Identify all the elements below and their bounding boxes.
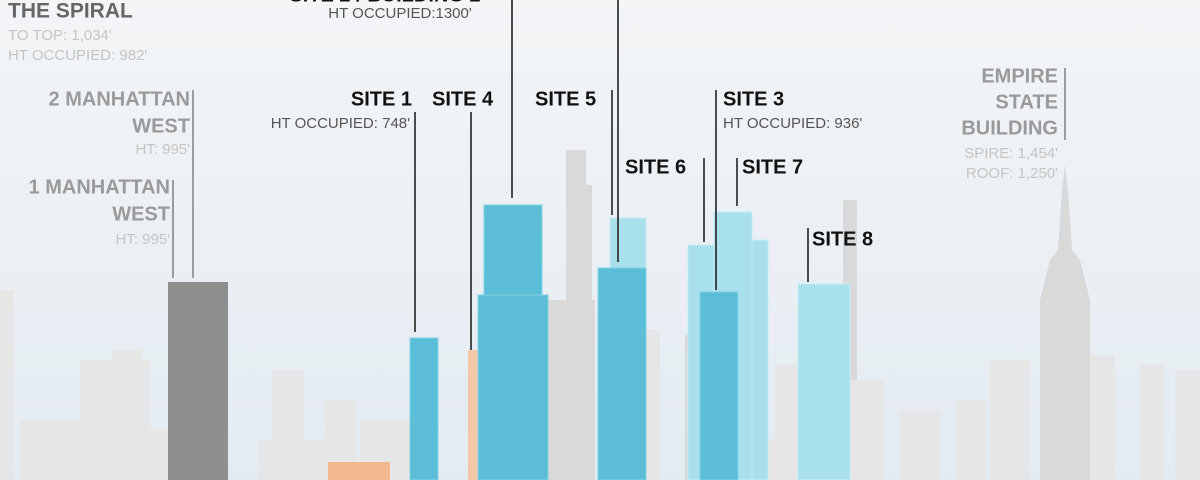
label-name: SITE 1 (351, 88, 412, 110)
label-detail: HT OCCUPIED: 982' (8, 47, 147, 64)
label-detail: HT: 995' (135, 141, 190, 158)
label-detail: SPIRE: 1,454' (964, 145, 1058, 162)
label-name: STATE (995, 91, 1058, 113)
label-name: SITE 8 (812, 228, 873, 250)
label-name: BUILDING (961, 117, 1058, 139)
label-detail: HT OCCUPIED: 936' (723, 115, 862, 132)
label-name: SITE 3 (723, 88, 784, 110)
label-detail: HT: 995' (115, 231, 170, 248)
site-towers (409, 204, 851, 480)
site4-tower (468, 350, 480, 480)
label-name: SITE 7 (742, 156, 803, 178)
label-name: THE SPIRAL (8, 0, 133, 23)
spiral-base (328, 462, 390, 480)
manhattan-west-tower (168, 282, 228, 480)
label-detail: HT OCCUPIED:1300' (328, 5, 472, 22)
label-name: WEST (132, 115, 190, 137)
label-name: 2 MANHATTAN (49, 88, 190, 110)
label-detail: ROOF: 1,250' (966, 165, 1058, 182)
label-name: 1 MANHATTAN (29, 176, 170, 198)
label-name: SITE 5 (535, 88, 596, 110)
label-detail: TO TOP: 1,034' (8, 27, 112, 44)
label-name: SITE 6 (625, 156, 686, 178)
label-name: SITE 2 / BUILDING 2 (289, 0, 480, 6)
label-detail: HT OCCUPIED: 748' (271, 115, 410, 132)
leader-lines (172, 0, 1066, 350)
label-name: WEST (112, 203, 170, 225)
label-name: SITE 4 (432, 88, 494, 110)
label-name: EMPIRE (981, 65, 1058, 87)
